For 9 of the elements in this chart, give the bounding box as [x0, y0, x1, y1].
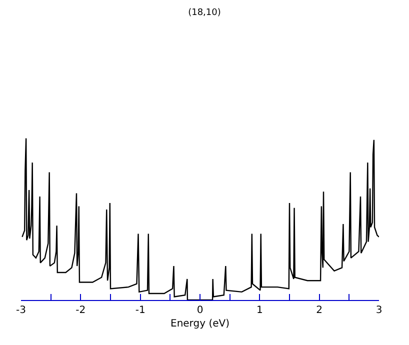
x-tick-label: 1 — [256, 305, 263, 316]
x-tick-label: 2 — [316, 305, 323, 316]
x-tick-label: 0 — [196, 305, 204, 316]
x-tick-label: -3 — [16, 305, 26, 316]
x-axis-title: Energy (eV) — [170, 318, 230, 330]
x-tick-label: -1 — [135, 305, 146, 316]
x-tick-label: 3 — [376, 305, 382, 316]
x-tick-label: -2 — [76, 305, 86, 316]
chart-title: (18,10) — [188, 8, 221, 18]
